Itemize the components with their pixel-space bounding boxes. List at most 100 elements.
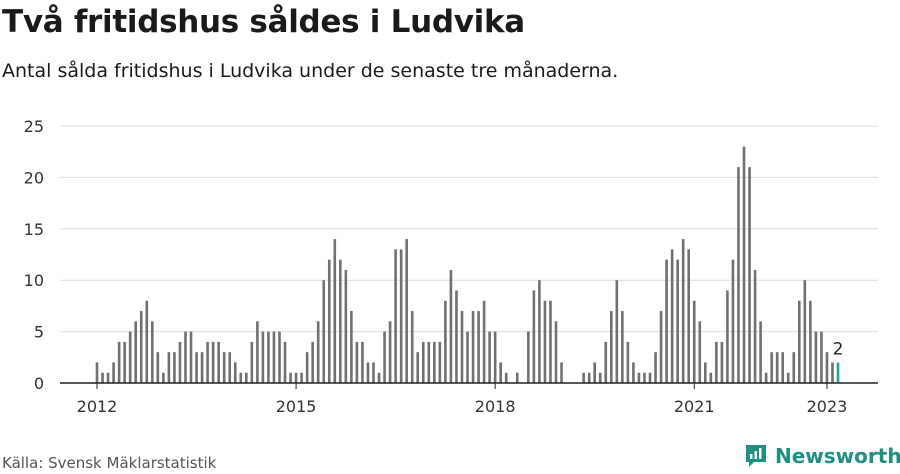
bar (106, 372, 110, 383)
bar (798, 300, 801, 383)
bar (460, 311, 464, 383)
bar (488, 331, 491, 383)
bar (831, 362, 834, 383)
bar (272, 331, 276, 383)
bar (134, 321, 138, 383)
bar (455, 290, 458, 383)
bar (228, 352, 232, 383)
bar (101, 372, 104, 383)
bar (178, 341, 182, 383)
bar (809, 300, 812, 383)
bar (311, 341, 314, 383)
bar (239, 372, 243, 383)
bar (637, 372, 641, 383)
bar (781, 352, 785, 383)
bar (261, 331, 265, 383)
bar (676, 259, 679, 383)
bar (233, 362, 237, 383)
bar (742, 146, 746, 383)
bar (294, 372, 298, 383)
bar (405, 239, 408, 383)
bar (836, 362, 840, 383)
chart-subtitle: Antal sålda fritidshus i Ludvika under d… (2, 60, 619, 82)
bar (305, 352, 309, 383)
bar (189, 331, 193, 383)
bar (759, 321, 762, 383)
x-tick-label: 2018 (475, 397, 516, 416)
bar (659, 311, 663, 383)
y-tick-label: 5 (34, 323, 44, 342)
bar (433, 341, 436, 383)
bar (621, 311, 624, 383)
bar (704, 362, 707, 383)
bar (344, 269, 348, 383)
bar (200, 352, 204, 383)
bar (466, 331, 469, 383)
bar (820, 331, 823, 383)
bar (211, 341, 215, 383)
bar (737, 167, 740, 383)
bar (764, 372, 768, 383)
bar (128, 331, 132, 383)
bar (300, 372, 303, 383)
chart-title: Två fritidshus såldes i Ludvika (2, 4, 525, 40)
bar (316, 321, 320, 383)
bar (482, 300, 486, 383)
bar (803, 280, 807, 383)
bar (538, 280, 541, 383)
bar (250, 341, 254, 383)
bar (245, 372, 248, 383)
bar (527, 331, 530, 383)
bar (665, 259, 668, 383)
bar (372, 362, 375, 383)
bar (543, 300, 547, 383)
bar (532, 290, 536, 383)
bar (438, 341, 442, 383)
bar (366, 362, 370, 383)
bar (449, 269, 453, 383)
bar (173, 352, 176, 383)
bar (654, 352, 657, 383)
bar (554, 321, 558, 383)
newsworthy-logo[interactable]: Newsworthy (745, 444, 900, 468)
bar (167, 352, 171, 383)
bar (753, 269, 757, 383)
newsworthy-icon (746, 445, 766, 467)
bar (267, 331, 270, 383)
bar (278, 331, 281, 383)
bar (151, 321, 154, 383)
bar (394, 249, 397, 383)
bar (123, 341, 126, 383)
bar (471, 311, 475, 383)
bar (327, 259, 331, 383)
bar (444, 300, 447, 383)
bar (361, 341, 364, 383)
source-note: Källa: Svensk Mäklarstatistik (2, 454, 217, 472)
brand-name: Newsworthy (775, 444, 900, 468)
bar (726, 290, 729, 383)
bar (648, 372, 652, 383)
bar (399, 249, 403, 383)
bar (112, 362, 115, 383)
bar (731, 259, 735, 383)
bar (156, 352, 160, 383)
bar (383, 331, 386, 383)
y-tick-label: 0 (34, 374, 44, 393)
y-tick-label: 10 (24, 271, 44, 290)
bar (709, 372, 713, 383)
bar (195, 352, 198, 383)
bar (792, 352, 796, 383)
bar (598, 372, 602, 383)
bar (117, 341, 121, 383)
bar (687, 249, 691, 383)
bar (377, 372, 381, 383)
bar (355, 341, 359, 383)
bar (615, 280, 619, 383)
bar (256, 321, 259, 383)
bar (643, 372, 646, 383)
bar (339, 259, 342, 383)
bar (814, 331, 818, 383)
bar (515, 372, 519, 383)
y-tick-label: 20 (24, 168, 44, 187)
